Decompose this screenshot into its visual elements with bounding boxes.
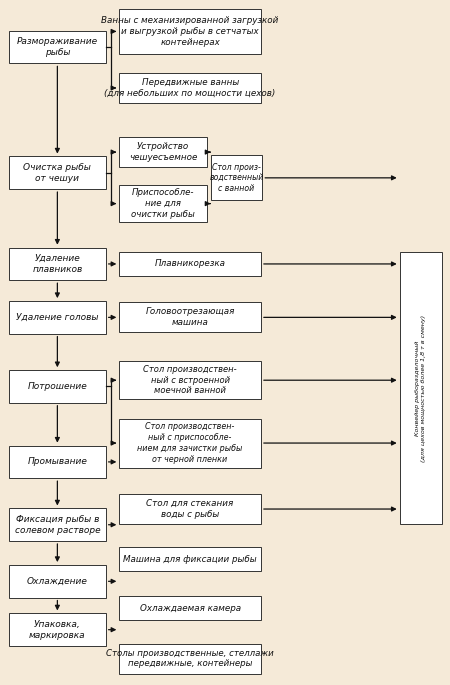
FancyBboxPatch shape <box>119 494 261 524</box>
FancyBboxPatch shape <box>9 613 106 646</box>
Text: Упаковка,
маркировка: Упаковка, маркировка <box>29 620 86 640</box>
Text: Охлаждение: Охлаждение <box>27 577 88 586</box>
Text: Столы производственные, стеллажи
передвижные, контейнеры: Столы производственные, стеллажи передви… <box>106 649 274 669</box>
Text: Охлаждаемая камера: Охлаждаемая камера <box>140 604 241 613</box>
Text: Стол производствен-
ный с встроенной
моечной ванной: Стол производствен- ный с встроенной мое… <box>143 365 237 395</box>
FancyBboxPatch shape <box>119 9 261 54</box>
FancyBboxPatch shape <box>119 137 207 167</box>
FancyBboxPatch shape <box>9 565 106 597</box>
FancyBboxPatch shape <box>119 547 261 571</box>
FancyBboxPatch shape <box>119 185 207 223</box>
Text: Ванны с механизированной загрузкой
и выгрузкой рыбы в сетчатых
контейнерах: Ванны с механизированной загрузкой и выг… <box>101 16 279 47</box>
FancyBboxPatch shape <box>9 247 106 280</box>
Text: Устройство
чешуесъемное: Устройство чешуесъемное <box>129 142 197 162</box>
Text: Размораживание
рыбы: Размораживание рыбы <box>17 37 98 57</box>
FancyBboxPatch shape <box>119 597 261 621</box>
FancyBboxPatch shape <box>211 155 262 201</box>
FancyBboxPatch shape <box>9 301 106 334</box>
Text: Конвейер рыборазделочный
(для цехов мощностью более 1,8 т в смену): Конвейер рыборазделочный (для цехов мощн… <box>415 314 427 462</box>
FancyBboxPatch shape <box>400 252 442 524</box>
Text: Машина для фиксации рыбы: Машина для фиксации рыбы <box>123 555 257 564</box>
FancyBboxPatch shape <box>9 370 106 403</box>
FancyBboxPatch shape <box>9 508 106 541</box>
Text: Фиксация рыбы в
солевом растворе: Фиксация рыбы в солевом растворе <box>14 515 100 534</box>
Text: Передвижные ванны
(для небольших по мощности цехов): Передвижные ванны (для небольших по мощн… <box>104 78 276 98</box>
Text: Стол произ-
водственный
с ванной: Стол произ- водственный с ванной <box>209 162 264 193</box>
FancyBboxPatch shape <box>119 302 261 332</box>
Text: Удаление головы: Удаление головы <box>16 313 99 322</box>
Text: Приспособле-
ние для
очистки рыбы: Приспособле- ние для очистки рыбы <box>131 188 195 219</box>
FancyBboxPatch shape <box>9 31 106 64</box>
Text: Удаление
плавников: Удаление плавников <box>32 254 82 274</box>
FancyBboxPatch shape <box>9 156 106 189</box>
Text: Очистка рыбы
от чешуи: Очистка рыбы от чешуи <box>23 163 91 183</box>
Text: Промывание: Промывание <box>27 458 87 466</box>
FancyBboxPatch shape <box>119 362 261 399</box>
Text: Плавникорезка: Плавникорезка <box>155 260 225 269</box>
Text: Потрошение: Потрошение <box>27 382 87 391</box>
Text: Головоотрезающая
машина: Головоотрезающая машина <box>145 308 235 327</box>
FancyBboxPatch shape <box>119 252 261 276</box>
Text: Стол производствен-
ный с приспособле-
нием для зачистки рыбы
от черной пленки: Стол производствен- ный с приспособле- н… <box>137 423 243 464</box>
FancyBboxPatch shape <box>119 419 261 468</box>
FancyBboxPatch shape <box>119 643 261 673</box>
FancyBboxPatch shape <box>119 73 261 103</box>
Text: Стол для стекания
воды с рыбы: Стол для стекания воды с рыбы <box>147 499 234 519</box>
FancyBboxPatch shape <box>9 445 106 478</box>
